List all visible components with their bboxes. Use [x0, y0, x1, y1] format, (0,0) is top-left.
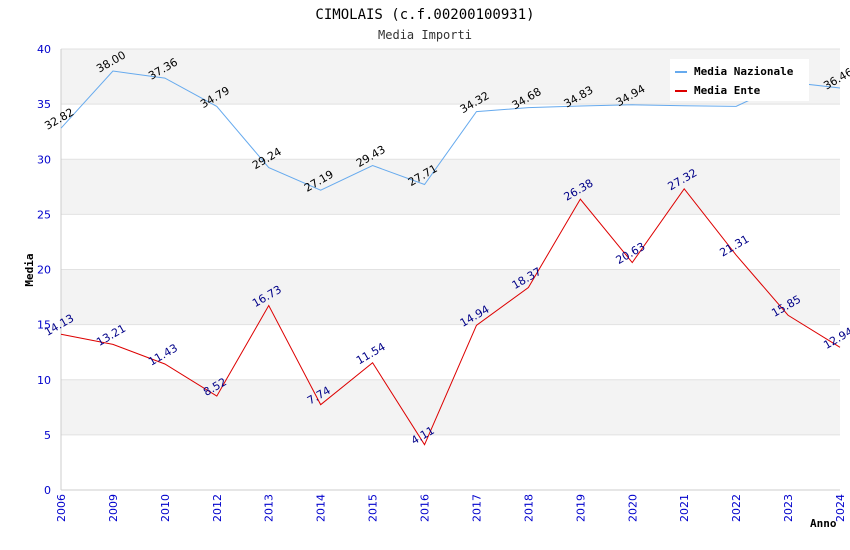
band-30-35: [61, 104, 840, 160]
legend: Media Nazionale Media Ente: [670, 59, 809, 101]
x-tick-2018: 2018: [522, 494, 535, 522]
band-5-10: [61, 379, 840, 435]
series-line-media-nazionale: [60, 70, 841, 191]
y-tick-0: 0: [44, 484, 51, 497]
legend-label-media-nazionale: Media Nazionale: [694, 65, 794, 78]
y-tick-5: 5: [44, 429, 51, 442]
chart-title: CIMOLAIS (c.f.00200100931): [315, 7, 534, 23]
y-tick-40: 40: [37, 43, 51, 56]
chart-subtitle: Media Importi: [378, 28, 472, 42]
band-0-5: [61, 434, 840, 490]
x-tick-2021: 2021: [678, 494, 691, 522]
legend-box: [670, 59, 809, 101]
x-tick-2024: 2024: [834, 494, 847, 522]
y-tick-10: 10: [37, 374, 51, 387]
x-axis-label: Anno: [810, 517, 837, 530]
band-25-30: [61, 159, 840, 215]
series-line-media-ente: [60, 187, 841, 446]
y-tick-35: 35: [37, 98, 51, 111]
legend-label-media-ente: Media Ente: [694, 84, 761, 97]
x-axis-ticks: 2006 2009 2010 2012 2013 2014 2015 2016 2017 2018…: [55, 494, 847, 522]
x-tick-2023: 2023: [782, 494, 795, 522]
y-tick-25: 25: [37, 208, 51, 221]
band-15-20: [61, 269, 840, 325]
x-tick-2006: 2006: [55, 494, 68, 522]
y-axis-label: Media: [23, 253, 36, 286]
y-tick-20: 20: [37, 264, 51, 277]
x-tick-2020: 2020: [626, 494, 639, 522]
x-tick-2014: 2014: [315, 494, 328, 522]
x-tick-2009: 2009: [107, 494, 120, 522]
x-tick-2016: 2016: [419, 494, 432, 522]
band-20-25: [61, 214, 840, 270]
x-tick-2012: 2012: [211, 494, 224, 522]
x-tick-2015: 2015: [367, 494, 380, 522]
y-axis-ticks: 0 5 10 15 20 25 30 35 40: [37, 43, 51, 497]
x-tick-2019: 2019: [574, 494, 587, 522]
x-tick-2017: 2017: [470, 494, 483, 522]
background-bands: [61, 49, 840, 490]
x-tick-2022: 2022: [730, 494, 743, 522]
y-tick-30: 30: [37, 153, 51, 166]
x-tick-2013: 2013: [263, 494, 276, 522]
band-10-15: [61, 324, 840, 380]
y-tick-15: 15: [37, 319, 51, 332]
x-tick-2010: 2010: [159, 494, 172, 522]
